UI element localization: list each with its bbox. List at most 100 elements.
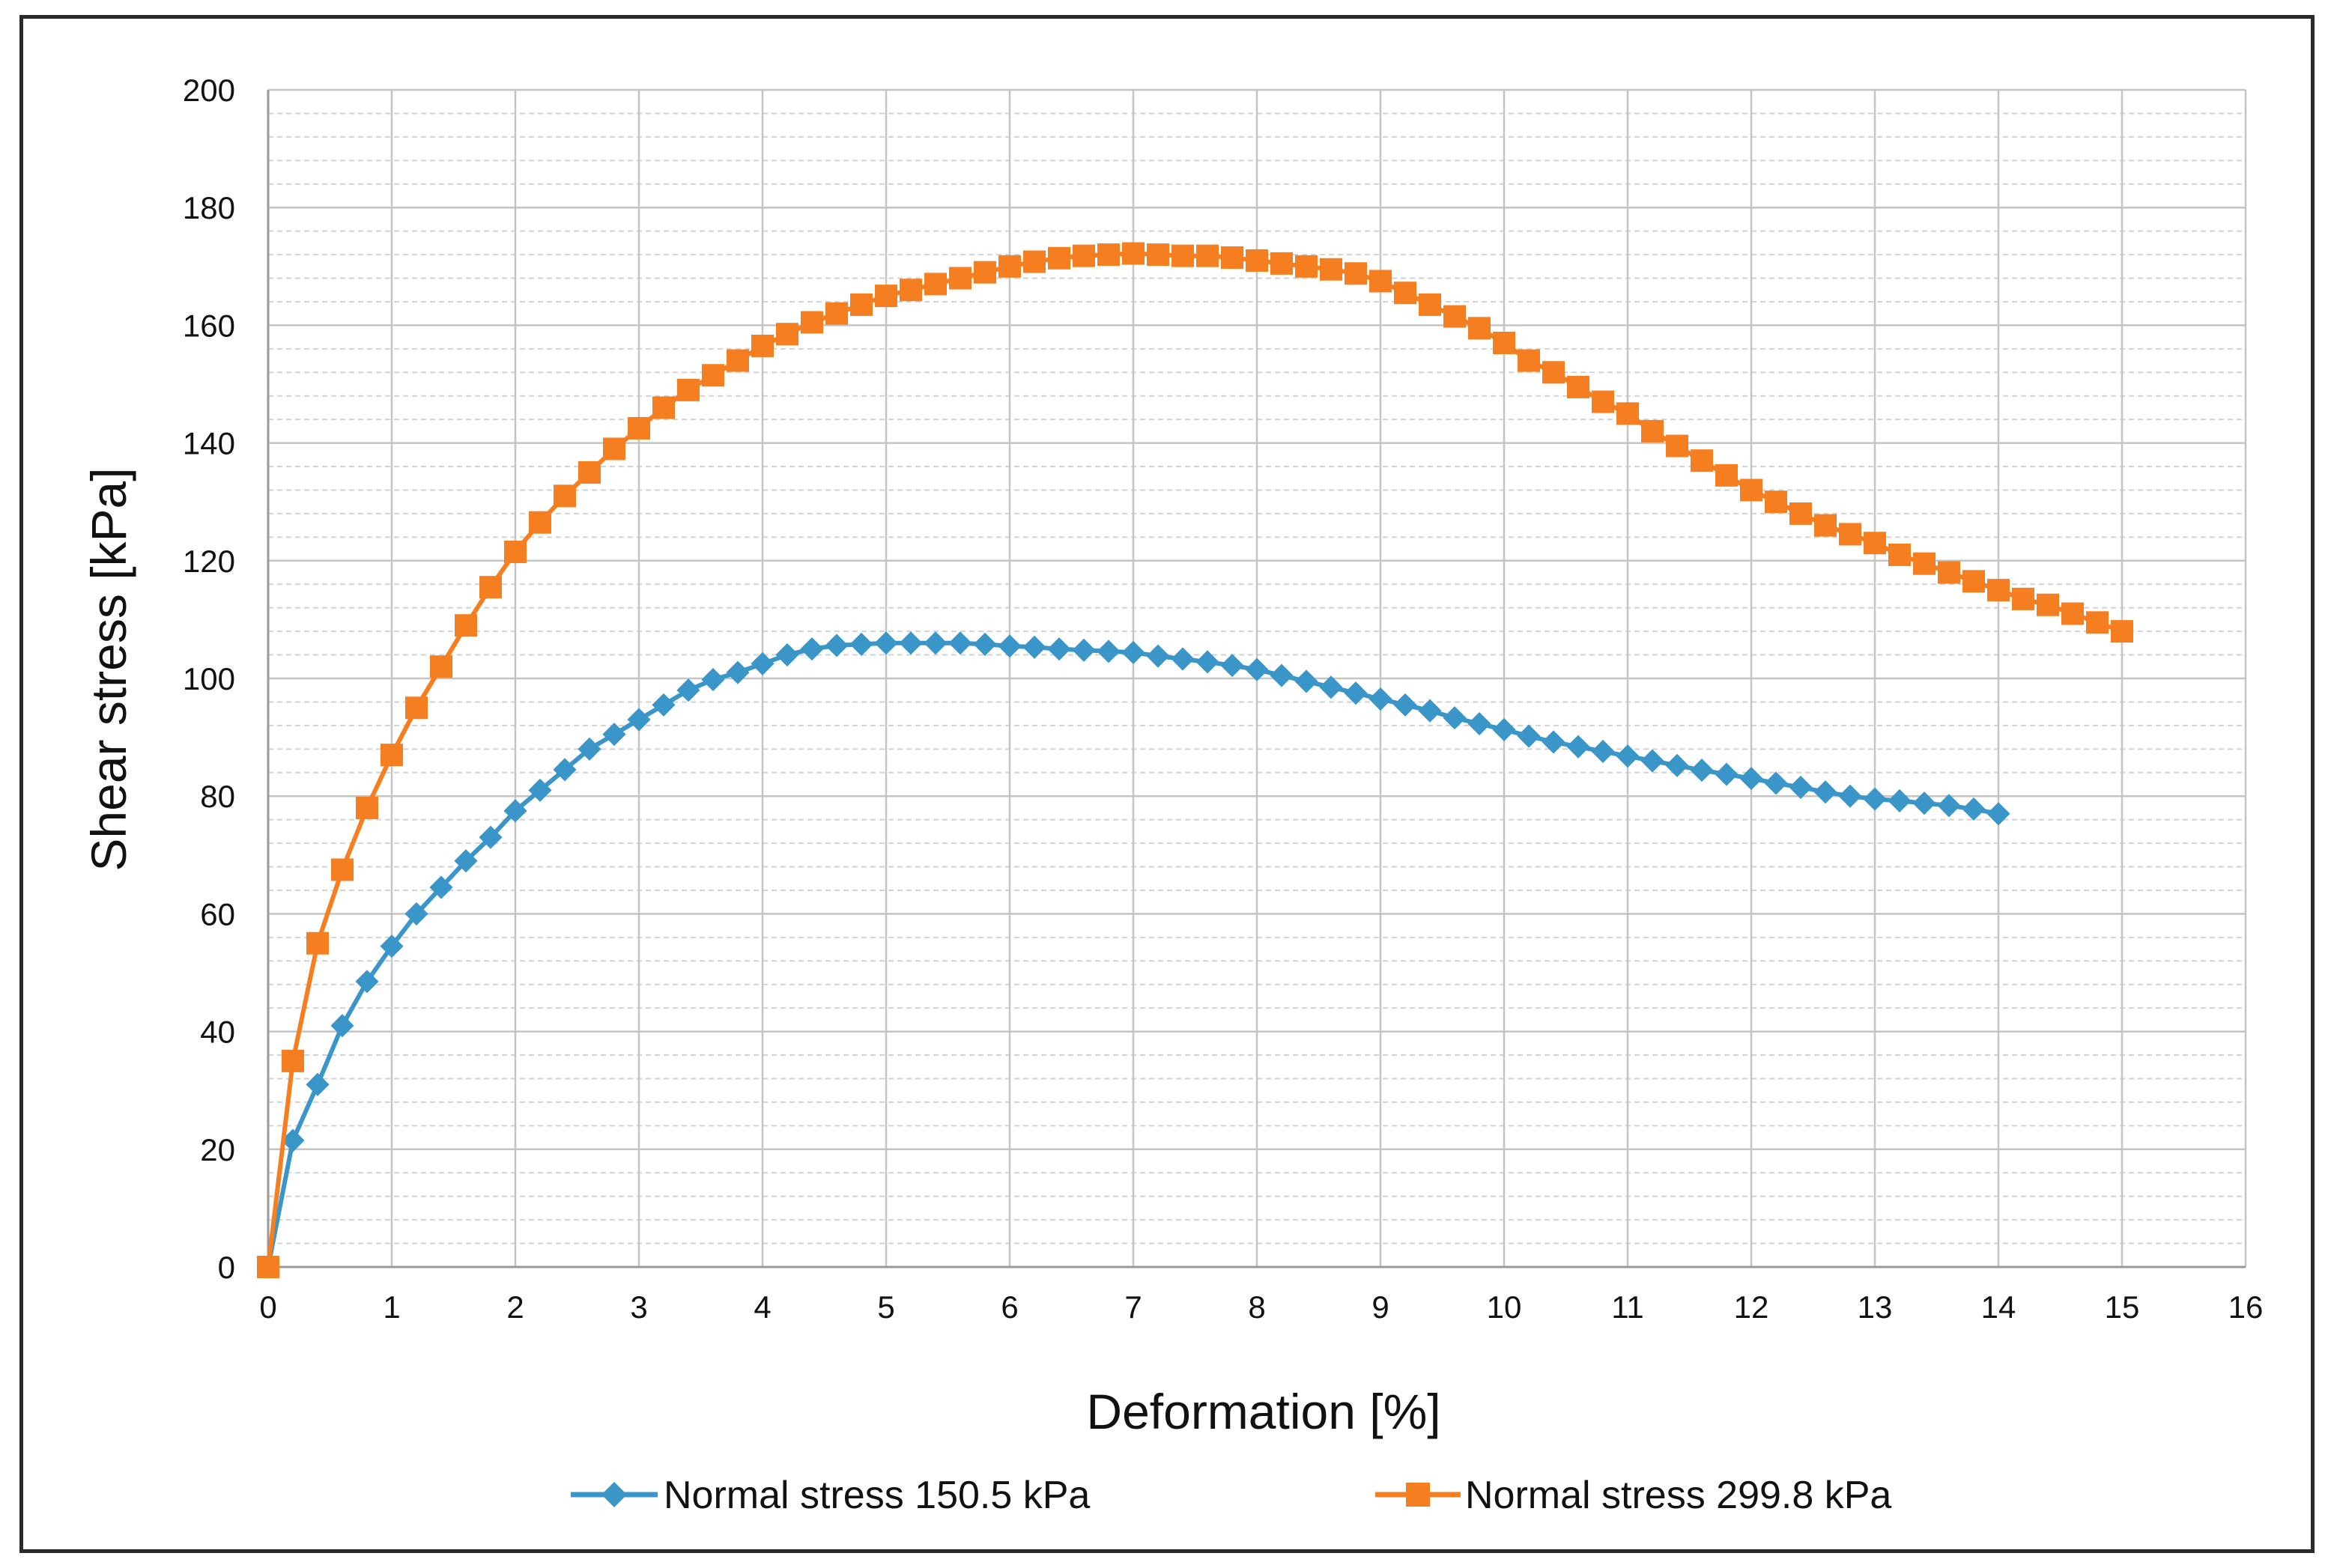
data-point (1147, 243, 1169, 267)
data-point (676, 678, 700, 702)
data-point (405, 696, 428, 720)
series-layer (256, 242, 2133, 1279)
data-point (2037, 593, 2059, 616)
data-point (900, 279, 922, 302)
data-point (1345, 262, 1367, 285)
data-point (1196, 244, 1219, 267)
data-point (1813, 780, 1837, 804)
data-point (1987, 579, 2010, 602)
data-point (1715, 464, 1738, 487)
data-point (973, 632, 997, 656)
x-tick-label: 13 (1858, 1289, 1893, 1325)
legend-square-icon (1406, 1483, 1430, 1507)
chart-frame (19, 15, 2315, 1553)
y-tick-label: 200 (183, 73, 235, 108)
data-point (1592, 390, 1614, 413)
x-tick-label: 3 (630, 1289, 647, 1325)
data-point (850, 293, 873, 316)
series-2 (257, 242, 2133, 1278)
data-point (948, 631, 972, 655)
legend-entry-series-1[interactable]: Normal stress 150.5 kPa (571, 1474, 1090, 1517)
data-point (1295, 255, 1318, 278)
data-point (257, 1256, 279, 1278)
data-point (1443, 305, 1466, 328)
data-point (578, 461, 601, 484)
y-tick-label: 160 (183, 308, 235, 343)
data-point (998, 255, 1021, 278)
data-point (2086, 611, 2109, 634)
data-point (1467, 711, 1491, 736)
data-point (1146, 644, 1170, 668)
data-point (1369, 270, 1392, 293)
y-tick-label: 40 (200, 1015, 235, 1050)
x-tick-label: 6 (1001, 1289, 1018, 1325)
data-point (1122, 242, 1145, 265)
data-point (1419, 293, 1441, 316)
y-tick-label: 60 (200, 896, 235, 932)
x-tick-label: 7 (1124, 1289, 1142, 1325)
data-point (1517, 724, 1541, 748)
data-point (430, 655, 452, 678)
x-tick-label: 2 (506, 1289, 524, 1325)
y-tick-label: 120 (183, 544, 235, 579)
y-tick-label: 100 (183, 661, 235, 696)
data-point (355, 970, 379, 994)
data-point (603, 437, 625, 461)
data-point (1220, 654, 1244, 678)
legend-label-series-2: Normal stress 299.8 kPa (1465, 1474, 1891, 1517)
x-tick-label: 0 (259, 1289, 276, 1325)
data-point (1666, 434, 1688, 458)
data-point (775, 643, 799, 667)
data-point (1863, 787, 1887, 811)
data-point (306, 932, 329, 955)
legend: Normal stress 150.5 kPa Normal stress 29… (571, 1474, 1891, 1517)
data-point (1962, 570, 1985, 593)
data-point (281, 1128, 305, 1152)
data-point (1665, 753, 1689, 777)
data-point (1715, 762, 1739, 786)
x-tick-label: 1 (383, 1289, 400, 1325)
data-point (2061, 602, 2084, 625)
data-point (479, 576, 502, 599)
data-point (1468, 317, 1491, 340)
data-point (1047, 637, 1071, 661)
data-point (949, 267, 972, 290)
data-point (1023, 250, 1046, 273)
y-axis-title: Shear stress [kPa] (81, 467, 136, 871)
data-point (1740, 478, 1762, 502)
data-point (1542, 361, 1565, 384)
data-point (504, 541, 527, 564)
data-point (924, 631, 948, 655)
data-point (1616, 402, 1639, 425)
y-axis-tick-labels: 0 20 40 60 80 100 120 140 160 180 200 (183, 73, 235, 1285)
data-point (1493, 331, 1515, 354)
data-point (1072, 638, 1096, 662)
major-gridlines (267, 88, 2247, 1268)
data-point (776, 323, 798, 346)
data-point (1616, 744, 1640, 768)
data-point (628, 416, 650, 440)
data-point (1814, 514, 1837, 537)
y-tick-label: 0 (218, 1250, 235, 1285)
data-point (874, 631, 898, 655)
data-point (1789, 775, 1813, 799)
data-point (1246, 249, 1268, 272)
data-point (1691, 449, 1713, 472)
data-point (702, 364, 724, 387)
x-tick-label: 10 (1487, 1289, 1522, 1325)
x-tick-label: 15 (2105, 1289, 2140, 1325)
x-tick-label: 11 (1611, 1289, 1644, 1325)
data-point (726, 660, 750, 684)
data-point (924, 273, 947, 296)
data-point (849, 632, 873, 656)
data-point (529, 511, 551, 534)
data-point (1394, 282, 1416, 305)
series-line-2 (266, 251, 2124, 1268)
legend-entry-series-2[interactable]: Normal stress 299.8 kPa (1375, 1474, 1891, 1517)
data-point (1839, 523, 1861, 546)
data-point (1270, 663, 1294, 687)
data-point (1492, 717, 1516, 741)
data-point (800, 637, 824, 661)
data-point (1764, 771, 1788, 795)
